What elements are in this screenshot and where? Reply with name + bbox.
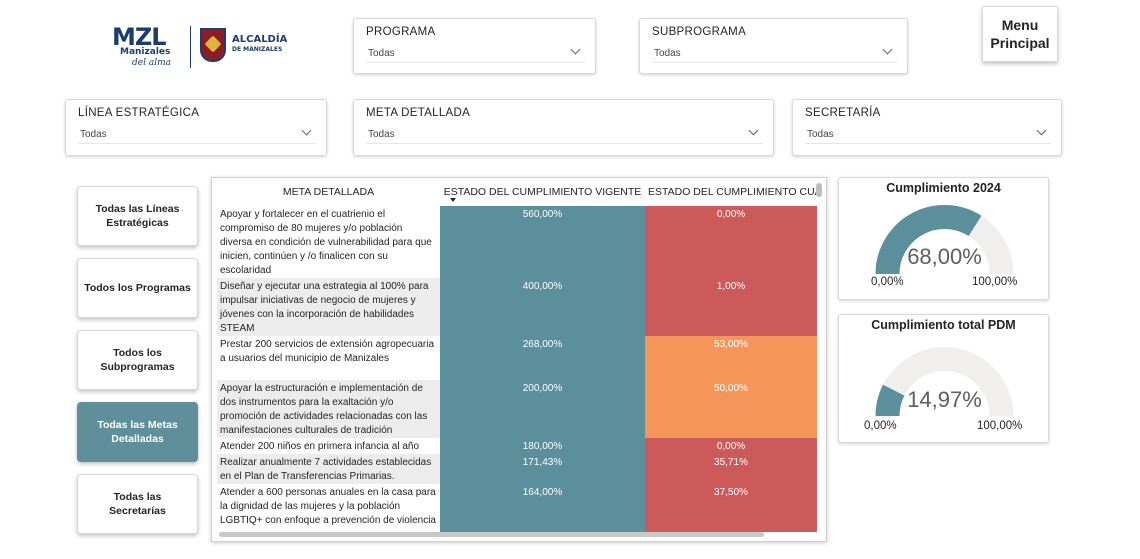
cell-cuatrienio: 35,71% [645, 454, 817, 484]
horizontal-scrollbar[interactable] [219, 532, 764, 537]
menu-button-line1: Menu [1001, 17, 1039, 33]
chevron-down-icon [301, 125, 312, 136]
gauge-svg [875, 347, 1014, 417]
cell-cuatrienio: 0,00% [645, 206, 817, 278]
programa-filter-label: PROGRAMA [366, 26, 436, 38]
table-body: Apoyar y fortalecer en el cuatrienio el … [217, 206, 817, 532]
table-header: META DETALLADA ESTADO DEL CUMPLIMIENTO V… [217, 180, 817, 206]
cell-meta: Apoyar y fortalecer en el cuatrienio el … [220, 209, 432, 276]
secretaria-filter-label: SECRETARÍA [805, 107, 881, 119]
cell-cuatrienio: 50,00% [645, 380, 817, 438]
gauge-svg [875, 205, 1014, 275]
chevron-down-icon [748, 125, 759, 136]
cell-cuatrienio: 53,00% [645, 336, 817, 380]
cell-vigente: 180,00% [440, 438, 645, 454]
table-row[interactable]: Apoyar y fortalecer en el cuatrienio el … [217, 206, 817, 278]
subprograma-dropdown-value: Todas [654, 48, 681, 59]
cell-meta: Apoyar la estructuración e implementació… [217, 380, 440, 438]
programa-filter: PROGRAMA Todas [353, 18, 596, 74]
menu-principal-button[interactable]: Menu Principal [982, 6, 1058, 62]
cell-vigente: 171,43% [440, 454, 645, 484]
gauge-title: Cumplimiento 2024 [886, 181, 1001, 195]
logo-tagline: del alma [132, 58, 171, 68]
header-vigente[interactable]: ESTADO DEL CUMPLIMIENTO VIGENTE [443, 186, 642, 198]
gauge-title: Cumplimiento total PDM [871, 318, 1016, 332]
chevron-down-icon [882, 44, 893, 55]
nav-secretarias-button[interactable]: Todas las Secretarías [77, 474, 198, 534]
cell-vigente: 400,00% [440, 278, 645, 336]
secretaria-dropdown[interactable]: Todas [805, 124, 1051, 144]
subprograma-filter-label: SUBPROGRAMA [652, 26, 747, 38]
cell-vigente: 560,00% [440, 206, 645, 278]
table-row[interactable]: Atender a 600 personas anuales en la cas… [217, 484, 817, 532]
secretaria-filter: SECRETARÍA Todas [792, 99, 1062, 156]
gauge-fill [875, 384, 905, 417]
chevron-down-icon [570, 44, 581, 55]
logo-mzl-text: MZL [112, 23, 167, 51]
nav-programas-button[interactable]: Todos los Programas [77, 258, 198, 318]
meta-filter: META DETALLADA Todas [353, 99, 774, 156]
cell-meta: Realizar anualmente 7 actividades establ… [217, 454, 440, 484]
gauge-cumplimiento-2024: Cumplimiento 2024 68,00% 0,00% 100,00% [838, 177, 1049, 300]
alcaldia-sub-text: DE MANIZALES [232, 46, 283, 53]
subprograma-filter: SUBPROGRAMA Todas [639, 18, 908, 74]
gauge-min: 0,00% [864, 420, 897, 432]
sort-desc-icon [450, 198, 456, 202]
nav-metas-button[interactable]: Todas las Metas Detalladas [77, 402, 198, 462]
cell-meta: Atender 200 niños en primera infancia al… [220, 441, 420, 452]
table-row[interactable]: Apoyar la estructuración e implementació… [217, 380, 817, 438]
menu-button-line2: Principal [990, 35, 1050, 51]
gauge-value: 14,97% [907, 387, 982, 412]
cell-meta: Diseñar y ejecutar una estrategia al 100… [217, 278, 440, 336]
gauge-min: 0,00% [871, 276, 904, 288]
cell-cuatrienio: 1,00% [645, 278, 817, 336]
meta-dropdown-value: Todas [368, 129, 395, 140]
chevron-down-icon [1036, 125, 1047, 136]
cell-cuatrienio: 37,50% [645, 484, 817, 532]
table-row[interactable]: Atender 200 niños en primera infancia al… [217, 438, 817, 454]
logo-divider [190, 26, 191, 68]
secretaria-dropdown-value: Todas [807, 129, 834, 140]
gauge-cumplimiento-pdm: Cumplimiento total PDM 14,97% 0,00% 100,… [838, 314, 1049, 443]
cell-vigente: 164,00% [440, 484, 645, 532]
cell-vigente: 268,00% [440, 336, 645, 380]
gauge-max: 100,00% [977, 420, 1023, 432]
cell-vigente: 200,00% [440, 380, 645, 438]
header-meta[interactable]: META DETALLADA [282, 186, 375, 198]
linea-dropdown-value: Todas [80, 129, 107, 140]
linea-filter: LÍNEA ESTRATÉGICA Todas [65, 99, 327, 156]
meta-dropdown[interactable]: Todas [366, 124, 763, 144]
table-row[interactable]: Realizar anualmente 7 actividades establ… [217, 454, 817, 484]
nav-subprogramas-button[interactable]: Todos los Subprogramas [77, 330, 198, 390]
subprograma-dropdown[interactable]: Todas [652, 43, 897, 63]
nav-lineas-button[interactable]: Todas las Líneas Estratégicas [77, 186, 198, 246]
programa-dropdown[interactable]: Todas [366, 43, 585, 63]
cell-cuatrienio: 0,00% [645, 438, 817, 454]
meta-filter-label: META DETALLADA [366, 107, 471, 119]
mzl-logo: MZL Manizales del alma ALCALDÍA DE MANIZ… [112, 24, 292, 74]
linea-dropdown[interactable]: Todas [78, 124, 316, 144]
metas-table: META DETALLADA ESTADO DEL CUMPLIMIENTO V… [211, 177, 827, 542]
table-row[interactable]: Prestar 200 servicios de extensión agrop… [217, 336, 817, 380]
linea-filter-label: LÍNEA ESTRATÉGICA [78, 107, 200, 119]
gauge-max: 100,00% [972, 276, 1018, 288]
header-cuatrienio[interactable]: ESTADO DEL CUMPLIMIENTO CUATRIENIO [648, 186, 817, 198]
logo-manizales-text: Manizales [120, 47, 171, 57]
vertical-scrollbar[interactable] [816, 183, 822, 197]
shield-icon [200, 28, 226, 62]
alcaldia-text: ALCALDÍA [232, 34, 288, 45]
gauge-fill [875, 205, 982, 275]
gauge-value: 68,00% [907, 244, 982, 269]
programa-dropdown-value: Todas [368, 48, 395, 59]
table-row[interactable]: Diseñar y ejecutar una estrategia al 100… [217, 278, 817, 336]
cell-meta: Atender a 600 personas anuales en la cas… [220, 487, 436, 526]
cell-meta: Prestar 200 servicios de extensión agrop… [220, 339, 435, 364]
